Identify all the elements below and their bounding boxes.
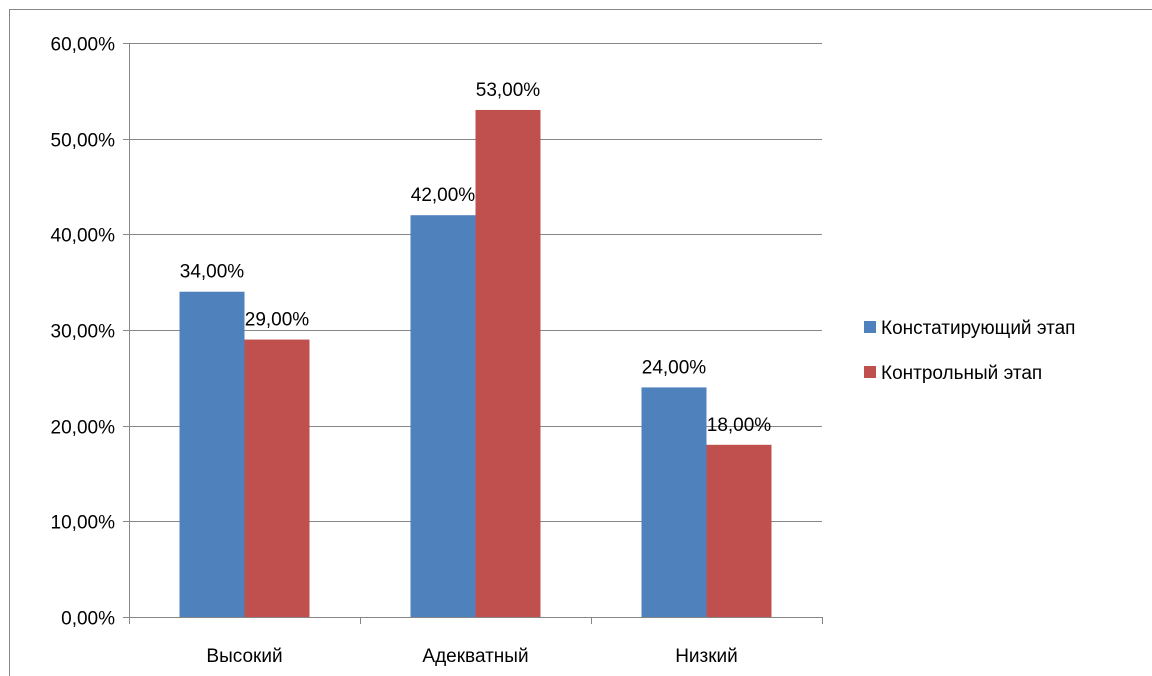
y-tick-label: 0,00% [61, 609, 115, 630]
y-tick-label: 40,00% [51, 226, 116, 247]
bar [706, 444, 772, 617]
data-labels: 34,00% 29,00% 42,00% 53,00% 24,00% 18,00% [180, 80, 772, 436]
data-label: 29,00% [245, 310, 310, 331]
data-label: 34,00% [180, 262, 245, 283]
data-label: 24,00% [642, 357, 707, 378]
y-tick-label: 10,00% [51, 513, 116, 534]
data-label: 18,00% [707, 415, 772, 436]
data-label: 42,00% [411, 185, 476, 206]
bar [410, 215, 476, 617]
axes: 0,00% 10,00% 20,00% 30,00% 40,00% 50,00% 60,00… [51, 35, 823, 667]
y-tick-label: 30,00% [51, 322, 116, 343]
legend: Констатирующий этап Контрольный этап [864, 318, 1075, 384]
data-label: 53,00% [476, 80, 541, 101]
bars [179, 109, 772, 617]
y-tick-label: 20,00% [51, 418, 116, 439]
bar [179, 291, 245, 617]
bar [244, 339, 310, 617]
bar [641, 387, 707, 617]
y-tick-label: 60,00% [51, 35, 116, 56]
x-tick-label: Низкий [675, 646, 738, 667]
legend-swatch [864, 366, 876, 378]
legend-swatch [864, 321, 876, 333]
bar [475, 109, 541, 617]
x-tick-label: Высокий [206, 646, 282, 667]
y-tick-label: 50,00% [51, 131, 116, 152]
legend-label: Контрольный этап [881, 363, 1042, 384]
x-tick-label: Адекватный [422, 646, 528, 667]
legend-label: Констатирующий этап [881, 318, 1075, 339]
